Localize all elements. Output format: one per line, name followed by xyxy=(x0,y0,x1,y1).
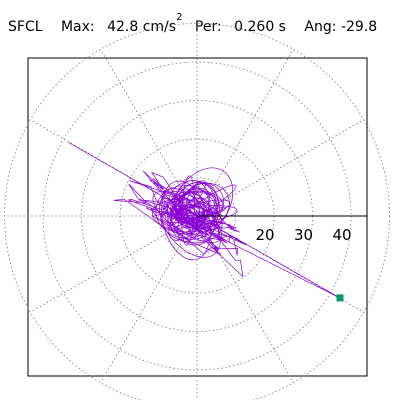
plot-frame xyxy=(27,57,368,377)
period-label: Per: xyxy=(194,18,222,35)
max-label: Max: xyxy=(60,18,95,35)
peak-marker xyxy=(336,294,344,302)
motion-path xyxy=(68,141,341,299)
tick-label-20: 20 xyxy=(255,226,274,244)
orbit-loop xyxy=(160,199,223,244)
max-value: 42.8 cm/s xyxy=(107,18,177,35)
grid-spoke-4 xyxy=(100,49,198,217)
station-name: SFCL xyxy=(8,18,43,35)
grid-spoke-2 xyxy=(196,49,294,217)
orbit-loop xyxy=(169,205,187,218)
tick-label-40: 40 xyxy=(332,226,351,244)
orbit-loop xyxy=(170,181,225,228)
radial-tick-labels: 20 30 40 xyxy=(255,226,351,244)
motion-trace xyxy=(68,141,341,299)
orbit-loop xyxy=(174,180,211,229)
tick-label-30: 30 xyxy=(294,226,313,244)
grid-spoke-8 xyxy=(100,215,198,383)
period-value: 0.260 s xyxy=(234,18,286,35)
max-unit-exponent: 2 xyxy=(176,12,183,23)
grid-spoke-10 xyxy=(196,215,294,383)
chart-header: SFCL Max: 42.8 cm/s2 Per: 0.260 s Ang: -… xyxy=(8,12,378,36)
angle-value: -29.8 xyxy=(340,18,378,35)
grid-spoke-7 xyxy=(30,215,198,313)
angle-label: Ang: xyxy=(304,18,337,35)
